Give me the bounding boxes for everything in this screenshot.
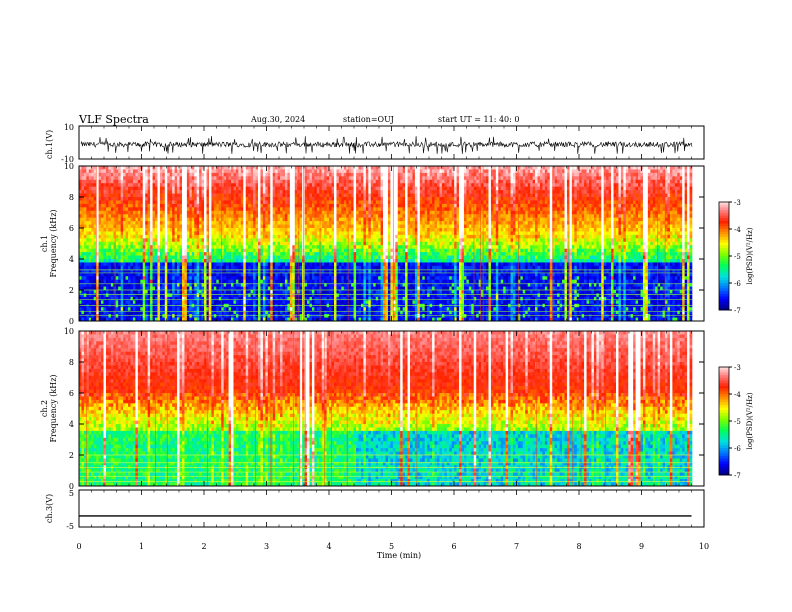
ch1-spectrogram-panel: 0 2 4 6 8 10 ch.1 Frequency (kHz) (40, 162, 705, 326)
x-axis: 0 1 2 3 4 5 6 7 8 9 10 Time (min) (76, 542, 709, 560)
ch2-spec-ytick-label: 2 (69, 451, 74, 460)
ch1-ytick-label: 10 (64, 123, 74, 132)
x-tick-label: 7 (514, 542, 519, 551)
station-label: station=OUJ (343, 115, 394, 124)
ch1-ytick-label: -10 (61, 155, 74, 164)
x-tick-label: 4 (326, 542, 331, 551)
ch2-spec-ytick-label: 6 (69, 389, 74, 398)
ch2-spec-ytick-label: 8 (69, 358, 74, 367)
ch1-spec-ylabel: Frequency (kHz) (49, 209, 58, 277)
ch2-colorbar-tick-label: -3 (734, 364, 741, 372)
x-tick-label: 2 (201, 542, 206, 551)
ch2-spec-ytick-label: 10 (64, 327, 74, 336)
ch2-spec-ytick-label: 0 (69, 482, 74, 491)
ch1-spec-cells (79, 166, 693, 322)
ch2-spec-ytick-label: 4 (69, 420, 74, 429)
ch1-colorbar-tick-label: -4 (734, 226, 741, 234)
ch2-colorbar-tick-label: -4 (734, 391, 741, 399)
ch1-spec-ytick-label: 6 (69, 224, 74, 233)
ch3-frame (78, 489, 705, 528)
x-axis-label: Time (min) (377, 551, 421, 560)
ch2-spec-ylabel: ch.2 (40, 400, 49, 417)
ch1-colorbar-tick-label: -6 (734, 280, 741, 288)
ch1-colorbar-tick-label: -7 (734, 307, 741, 315)
ch1-spec-ytick-label: 0 (69, 317, 74, 326)
x-tick-label: 10 (699, 542, 709, 551)
ch1-spec-ytick-label: 2 (69, 286, 74, 295)
chart-title: VLF Spectra (79, 113, 149, 126)
x-tick-label: 1 (139, 542, 144, 551)
ch3-ytick-label: 5 (69, 489, 74, 498)
ch3-ylabel: ch.3(V) (45, 494, 54, 523)
x-tick-label: 8 (576, 542, 581, 551)
ch2-colorbar-label: log(PSD)(V²/Hz) (746, 392, 754, 449)
ch1-spec-ytick-label: 8 (69, 193, 74, 202)
ch1-colorbar-tick-label: -5 (734, 253, 741, 261)
colorbars: -3 -4 -5 -6 -7 log(PSD)(V²/Hz) -3 -4 -5 -6 -7 log(P… (718, 199, 754, 480)
x-tick-label: 3 (264, 542, 269, 551)
ch1-colorbar-tick-label: -3 (734, 199, 741, 207)
ch1-spec-ytick-label: 10 (64, 162, 74, 171)
ch2-colorbar-tick-label: -5 (734, 418, 741, 426)
start-time-label: start UT = 11: 40: 0 (438, 115, 519, 124)
x-tick-label: 0 (76, 542, 81, 551)
ch2-spec-ylabel: Frequency (kHz) (49, 374, 58, 442)
x-tick-label: 9 (639, 542, 644, 551)
ch2-spectrogram-panel: 0 2 4 6 8 10 ch.2 Frequency (kHz) (40, 327, 705, 491)
ch1-colorbar-label: log(PSD)(V²/Hz) (746, 227, 754, 284)
ch1-ylabel: ch.1(V) (45, 130, 54, 159)
x-tick-label: 6 (451, 542, 456, 551)
ch3-ytick-label: -5 (66, 522, 74, 531)
ch1-spec-ytick-label: 4 (69, 255, 74, 264)
ch1-waveform-panel: 10 -10 ch.1(V) (45, 123, 705, 164)
ch1-spec-ylabel: ch.1 (40, 235, 49, 252)
ch1-trace (80, 135, 693, 155)
ch2-colorbar-tick-label: -7 (734, 472, 741, 480)
date-label: Aug.30, 2024 (251, 115, 305, 124)
ch2-colorbar-tick-label: -6 (734, 445, 741, 453)
ch3-waveform-panel: 5 -5 ch.3(V) (45, 489, 705, 531)
x-tick-label: 5 (389, 542, 394, 551)
